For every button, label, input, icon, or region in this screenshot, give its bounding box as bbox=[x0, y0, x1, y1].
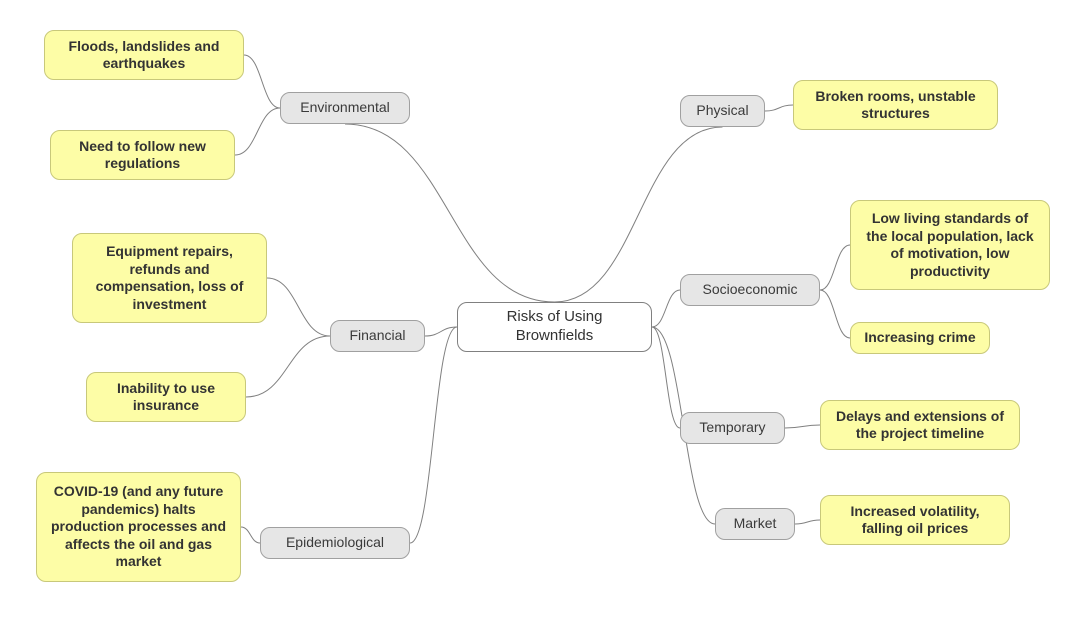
edge bbox=[267, 278, 330, 336]
category-node: Socioeconomic bbox=[680, 274, 820, 306]
root-node: Risks of Using Brownfields bbox=[457, 302, 652, 352]
edge bbox=[785, 425, 820, 428]
leaf-node: Inability to use insurance bbox=[86, 372, 246, 422]
edge bbox=[410, 327, 457, 543]
category-node: Temporary bbox=[680, 412, 785, 444]
leaf-node: Increased volatility, falling oil prices bbox=[820, 495, 1010, 545]
edge bbox=[795, 520, 820, 524]
category-node: Physical bbox=[680, 95, 765, 127]
leaf-node: Increasing crime bbox=[850, 322, 990, 354]
category-node: Market bbox=[715, 508, 795, 540]
leaf-node: Low living standards of the local popula… bbox=[850, 200, 1050, 290]
leaf-node: COVID-19 (and any future pandemics) halt… bbox=[36, 472, 241, 582]
edge bbox=[244, 55, 280, 108]
leaf-node: Equipment repairs, refunds and compensat… bbox=[72, 233, 267, 323]
edge bbox=[345, 124, 555, 302]
edge bbox=[765, 105, 793, 111]
leaf-node: Delays and extensions of the project tim… bbox=[820, 400, 1020, 450]
edge bbox=[820, 245, 850, 290]
category-node: Financial bbox=[330, 320, 425, 352]
edge bbox=[235, 108, 280, 155]
edge bbox=[652, 327, 680, 428]
leaf-node: Floods, landslides and earthquakes bbox=[44, 30, 244, 80]
leaf-node: Broken rooms, unstable structures bbox=[793, 80, 998, 130]
edge bbox=[246, 336, 330, 397]
category-node: Environmental bbox=[280, 92, 410, 124]
leaf-node: Need to follow new regulations bbox=[50, 130, 235, 180]
edge bbox=[241, 527, 260, 543]
category-node: Epidemiological bbox=[260, 527, 410, 559]
edge bbox=[820, 290, 850, 338]
edge bbox=[652, 290, 680, 327]
edge bbox=[425, 327, 457, 336]
